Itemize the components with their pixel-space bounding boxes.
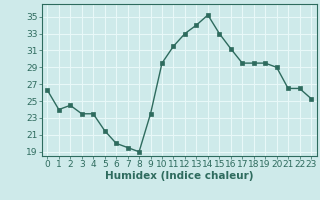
X-axis label: Humidex (Indice chaleur): Humidex (Indice chaleur) — [105, 171, 253, 181]
